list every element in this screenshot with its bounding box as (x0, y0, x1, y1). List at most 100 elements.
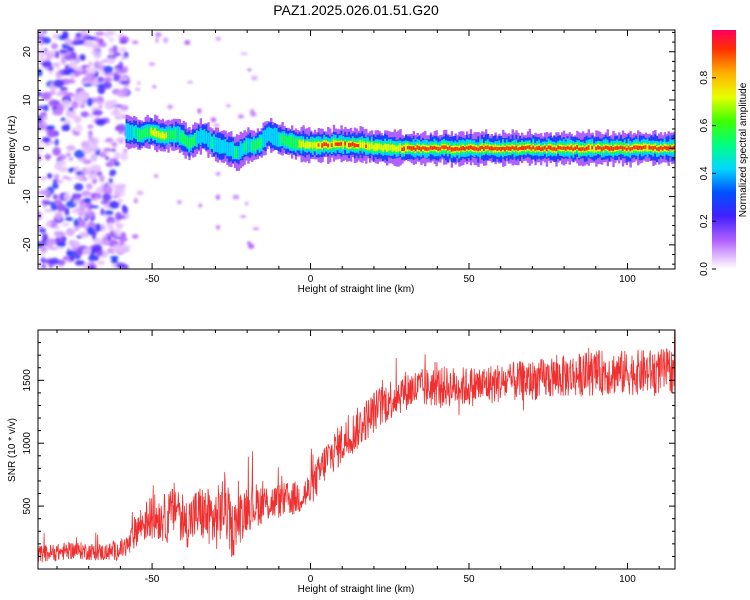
ridge-cell (475, 146, 478, 151)
ridge-cell (652, 146, 655, 151)
ridge-cell (498, 147, 501, 151)
x-tick-label: 0 (308, 574, 314, 585)
noise-blob (99, 175, 105, 183)
ridge-cell (224, 138, 227, 154)
x-tick-label: 0 (308, 274, 314, 285)
ridge-cell (424, 146, 427, 151)
ridge-cell (397, 145, 400, 152)
noise-blob (58, 154, 67, 161)
noise-blob (52, 110, 64, 116)
noise-blob (81, 190, 92, 197)
noise-blob (38, 105, 46, 110)
y-tick-label: -20 (22, 237, 33, 252)
noise-blob (48, 99, 59, 108)
ridge-cell (549, 145, 552, 150)
ridge-cell (435, 146, 438, 150)
noise-blob (64, 123, 71, 132)
noise-blob (73, 116, 82, 124)
ridge-cell (351, 141, 355, 147)
ridge-cell (125, 123, 128, 140)
ridge-cell (621, 146, 625, 151)
ridge-cell (503, 146, 507, 152)
noise-blob (67, 78, 76, 84)
noise-blob (55, 71, 61, 76)
noise-blob (88, 254, 97, 262)
ridge-cell (522, 146, 526, 151)
ridge-cell (541, 146, 545, 151)
noise-blob (82, 83, 93, 87)
noise-blob (120, 152, 129, 161)
noise-blob (115, 70, 122, 75)
ridge-cell (433, 145, 436, 150)
noise-blob (53, 79, 65, 88)
noise-blob (59, 87, 68, 91)
ridge-cell (488, 146, 492, 151)
ridge-cell (270, 127, 273, 143)
noise-blob (55, 75, 63, 79)
ridge-cell (625, 147, 629, 152)
ridge-cell (328, 142, 332, 149)
noise-blob (82, 247, 92, 256)
noise-blob (75, 124, 83, 133)
ridge-cell (281, 134, 284, 144)
noise-blob (38, 139, 43, 144)
ridge-cell (251, 141, 254, 151)
ridge-cell (534, 147, 537, 151)
ridge-cell (553, 146, 556, 151)
x-tick-label: -50 (145, 274, 160, 285)
noise-blob (39, 189, 51, 196)
ridge-cell (131, 124, 134, 141)
ridge-cell (237, 146, 241, 160)
noise-blob (46, 129, 56, 138)
ridge-cell (545, 147, 549, 152)
noise-blob (41, 200, 51, 204)
ridge-cell (623, 146, 627, 150)
ridge-cell (287, 137, 290, 146)
speck (240, 52, 248, 55)
ridge-cell (380, 143, 383, 151)
ridge-cell (302, 139, 305, 148)
noise-blob (119, 80, 130, 85)
ridge-cell (416, 145, 419, 150)
speck (210, 117, 217, 123)
ridge-cell (146, 126, 149, 138)
snr-ylabel: SNR (10 * v/v) (7, 418, 18, 482)
noise-blob (73, 131, 81, 136)
noise-blob (108, 178, 114, 184)
ridge-cell (330, 143, 334, 148)
ridge-cell (631, 146, 634, 151)
ridge-cell (486, 145, 490, 150)
speck (240, 215, 247, 218)
ridge-cell (321, 143, 324, 148)
ridge-cell (530, 147, 533, 151)
noise-blob (106, 216, 115, 225)
ridge-cell (239, 140, 243, 159)
noise-blob (44, 50, 55, 55)
ridge-cell (260, 138, 263, 148)
noise-blob (80, 111, 90, 118)
ridge-cell (389, 144, 393, 151)
noise-blob (52, 62, 59, 67)
noise-blob (74, 35, 80, 42)
ridge-cell (667, 146, 670, 151)
ridge-cell (256, 138, 260, 149)
noise-blob (113, 152, 121, 159)
speck (215, 171, 221, 176)
ridge-cell (182, 132, 185, 145)
speck (148, 62, 156, 66)
ridge-cell (473, 146, 476, 151)
noise-blob (65, 216, 74, 222)
ridge-cell (521, 145, 524, 151)
noise-blob (38, 142, 42, 147)
noise-blob (41, 60, 53, 68)
ridge-cell (566, 145, 570, 150)
noise-blob (45, 154, 50, 161)
colorbar-tick-label: 0.2 (699, 214, 710, 228)
ridge-cell (406, 145, 410, 150)
noise-blob (118, 127, 124, 135)
noise-blob (86, 67, 97, 75)
ridge-cell (133, 127, 136, 137)
ridge-cell (340, 141, 343, 146)
noise-blob (54, 211, 63, 220)
ridge-cell (657, 146, 661, 152)
